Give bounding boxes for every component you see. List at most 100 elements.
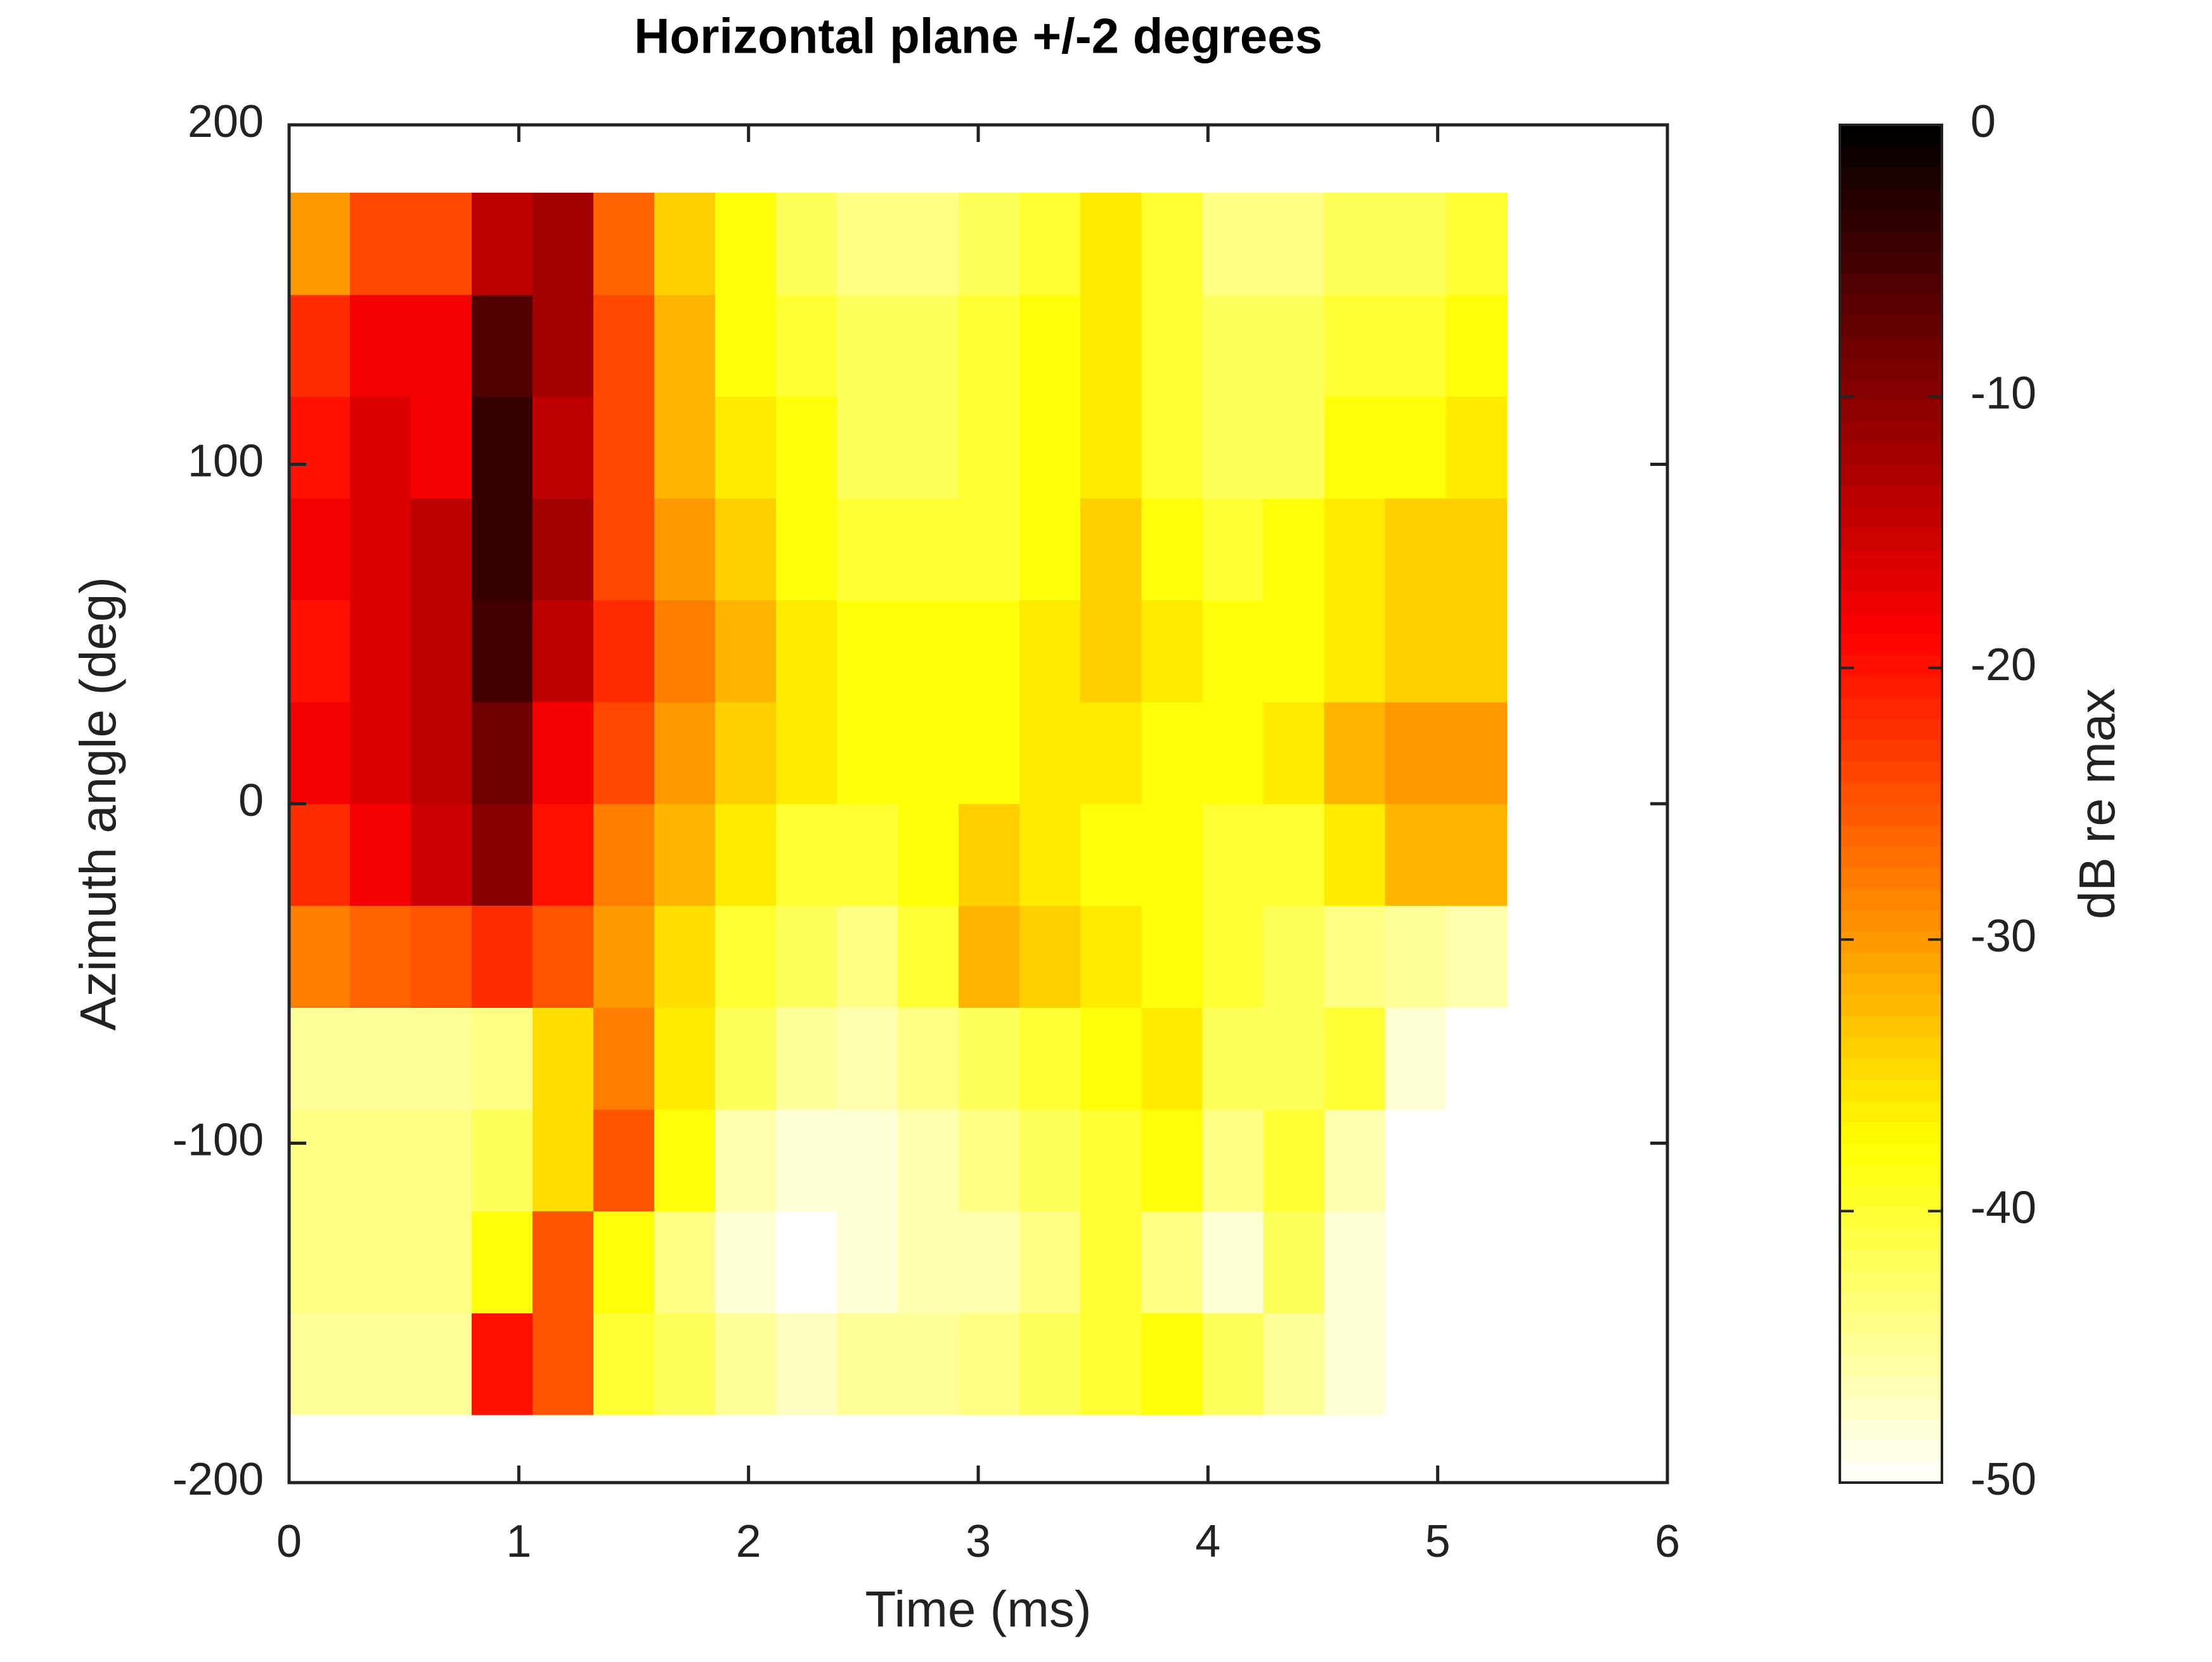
- colorbar-tick-label: -50: [1970, 1454, 2036, 1505]
- heatmap-cell: [1324, 1007, 1385, 1110]
- colorbar-swatch: [1840, 1100, 1942, 1123]
- heatmap-cell: [1385, 804, 1446, 906]
- colorbar-swatch: [1840, 1291, 1942, 1313]
- heatmap-cell: [1141, 396, 1203, 499]
- heatmap-cell: [350, 702, 411, 804]
- heatmap-cell: [1385, 1211, 1446, 1313]
- heatmap-cell: [289, 1313, 351, 1415]
- heatmap-cell: [350, 1007, 411, 1110]
- heatmap-cell: [1080, 600, 1142, 702]
- heatmap-cell: [1019, 804, 1081, 906]
- colorbar-swatch: [1840, 1249, 1942, 1271]
- colorbar-swatch: [1840, 931, 1942, 953]
- heatmap-cell: [289, 1211, 351, 1313]
- heatmap-cell: [959, 396, 1020, 499]
- heatmap-cell: [715, 1007, 777, 1110]
- heatmap-cell: [350, 1211, 411, 1313]
- heatmap-cell: [1446, 1211, 1507, 1313]
- heatmap-cell: [350, 193, 411, 295]
- heatmap-cell: [593, 804, 655, 906]
- colorbar-swatch: [1840, 740, 1942, 762]
- heatmap-cell: [959, 1109, 1020, 1212]
- heatmap-cell: [654, 193, 716, 295]
- colorbar-swatch: [1840, 1015, 1942, 1038]
- heatmap-cell: [1324, 1313, 1385, 1415]
- heatmap-cell: [289, 702, 351, 804]
- colorbar-tick-label: -30: [1970, 911, 2036, 962]
- heatmap-cell: [898, 804, 959, 906]
- heatmap-cell: [1446, 1313, 1507, 1415]
- heatmap-cell: [289, 396, 351, 499]
- colorbar-swatch: [1840, 1419, 1942, 1441]
- colorbar-swatch: [1840, 761, 1942, 783]
- heatmap-cell: [776, 804, 838, 906]
- heatmap-cell: [533, 804, 594, 906]
- heatmap-cell: [837, 1007, 898, 1110]
- heatmap-cell: [959, 905, 1020, 1008]
- colorbar-swatch: [1840, 1376, 1942, 1398]
- heatmap-cell: [533, 396, 594, 499]
- heatmap-cell: [533, 600, 594, 702]
- heatmap-cell: [1141, 702, 1203, 804]
- colorbar-swatch: [1840, 464, 1942, 486]
- heatmap-cell: [898, 1109, 959, 1212]
- heatmap-cell: [776, 1109, 838, 1212]
- y-tick-label: 100: [188, 436, 264, 487]
- heatmap-cell: [654, 905, 716, 1008]
- colorbar-swatch: [1840, 294, 1942, 316]
- colorbar-swatch: [1840, 1461, 1942, 1483]
- heatmap-cell: [411, 1007, 472, 1110]
- heatmap-cell: [533, 1211, 594, 1313]
- heatmap-cell: [837, 804, 898, 906]
- heatmap-cell: [1385, 1109, 1446, 1212]
- heatmap-cell: [1080, 1007, 1142, 1110]
- heatmap-cell: [1446, 1109, 1507, 1212]
- heatmap-cell: [1263, 905, 1324, 1008]
- heatmap-cell: [776, 193, 838, 295]
- heatmap-cell: [411, 193, 472, 295]
- colorbar-swatch: [1840, 1058, 1942, 1080]
- x-tick-label: 5: [1425, 1516, 1451, 1567]
- heatmap-cell: [959, 804, 1020, 906]
- colorbar-swatch: [1840, 401, 1942, 423]
- heatmap-cell: [654, 498, 716, 601]
- heatmap-cell: [1080, 498, 1142, 601]
- heatmap-cell: [1385, 600, 1446, 702]
- heatmap-cell: [837, 498, 898, 601]
- heatmap-cell: [1446, 702, 1507, 804]
- colorbar-label: dB re max: [2069, 688, 2125, 920]
- y-axis-label: Azimuth angle (deg): [70, 577, 126, 1031]
- heatmap-cell: [715, 498, 777, 601]
- heatmap-cell: [1202, 498, 1264, 601]
- colorbar-swatch: [1840, 485, 1942, 507]
- heatmap-cell: [1202, 905, 1264, 1008]
- colorbar-swatch: [1840, 358, 1942, 380]
- heatmap-cell: [1141, 804, 1203, 906]
- heatmap-cell: [776, 600, 838, 702]
- heatmap-cell: [1019, 1109, 1081, 1212]
- heatmap-cell: [1263, 1211, 1324, 1313]
- y-tick-label: 200: [188, 96, 264, 147]
- heatmap-cell: [1446, 905, 1507, 1008]
- heatmap-cell: [289, 905, 351, 1008]
- heatmap-cell: [1385, 1313, 1446, 1415]
- heatmap-cell: [1446, 600, 1507, 702]
- heatmap-cell: [1019, 294, 1081, 397]
- heatmap-cell: [898, 498, 959, 601]
- heatmap-cell: [593, 294, 655, 397]
- heatmap-cell: [593, 1313, 655, 1415]
- heatmap-cell: [472, 1109, 533, 1212]
- heatmap-cell: [1019, 396, 1081, 499]
- heatmap-cell: [654, 600, 716, 702]
- heatmap-cell: [350, 804, 411, 906]
- heatmap-cell: [1141, 1007, 1203, 1110]
- colorbar-swatch: [1840, 910, 1942, 932]
- heatmap-cell: [533, 193, 594, 295]
- heatmap-cell: [1446, 498, 1507, 601]
- heatmap-cell: [411, 905, 472, 1008]
- heatmap-cell: [1324, 1109, 1385, 1212]
- heatmap-cell: [1019, 905, 1081, 1008]
- heatmap-cell: [715, 1313, 777, 1415]
- heatmap-cell: [654, 1109, 716, 1212]
